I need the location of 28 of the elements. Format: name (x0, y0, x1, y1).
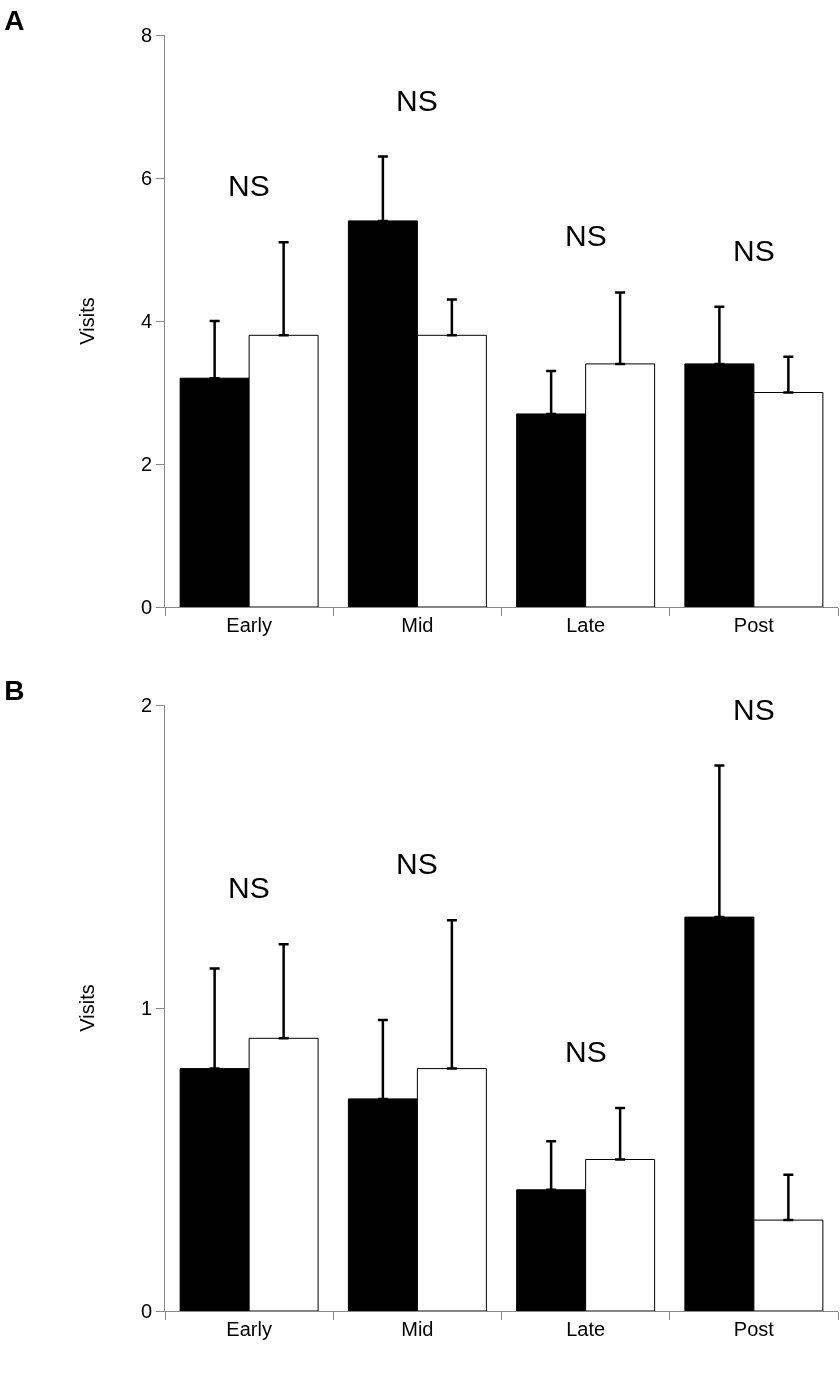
annotation: NS (733, 234, 775, 267)
x-tick-label: Early (226, 614, 272, 636)
annotation: NS (733, 693, 775, 726)
y-tick-label: 2 (140, 453, 152, 475)
y-tick-label: 0 (140, 1300, 152, 1322)
y-tick-label: 4 (140, 310, 152, 332)
x-tick-label: Mid (401, 1318, 434, 1340)
y-tick-label: 0 (140, 596, 152, 618)
x-tick-label: Late (566, 614, 606, 636)
x-tick-label: Mid (401, 614, 434, 636)
y-tick-label: 8 (140, 24, 152, 46)
x-tick-label: Late (566, 1318, 606, 1340)
y-axis-title: Visits (76, 984, 99, 1032)
x-tick-label: Post (733, 1318, 775, 1340)
y-tick-label: 2 (140, 694, 152, 716)
y-tick-label: 1 (140, 997, 152, 1019)
annotation: NS (228, 871, 270, 904)
y-tick-label: 6 (140, 167, 152, 189)
annotation: NS (565, 219, 607, 252)
x-tick-label: Early (226, 1318, 272, 1340)
annotation: NS (396, 847, 438, 880)
annotation: NS (396, 84, 438, 117)
chart-title: A (4, 4, 25, 36)
x-tick-label: Post (733, 614, 775, 636)
chart-title: B (4, 675, 25, 707)
annotation: NS (565, 1035, 607, 1068)
y-axis-title: Visits (76, 297, 99, 345)
annotation: NS (228, 169, 270, 202)
